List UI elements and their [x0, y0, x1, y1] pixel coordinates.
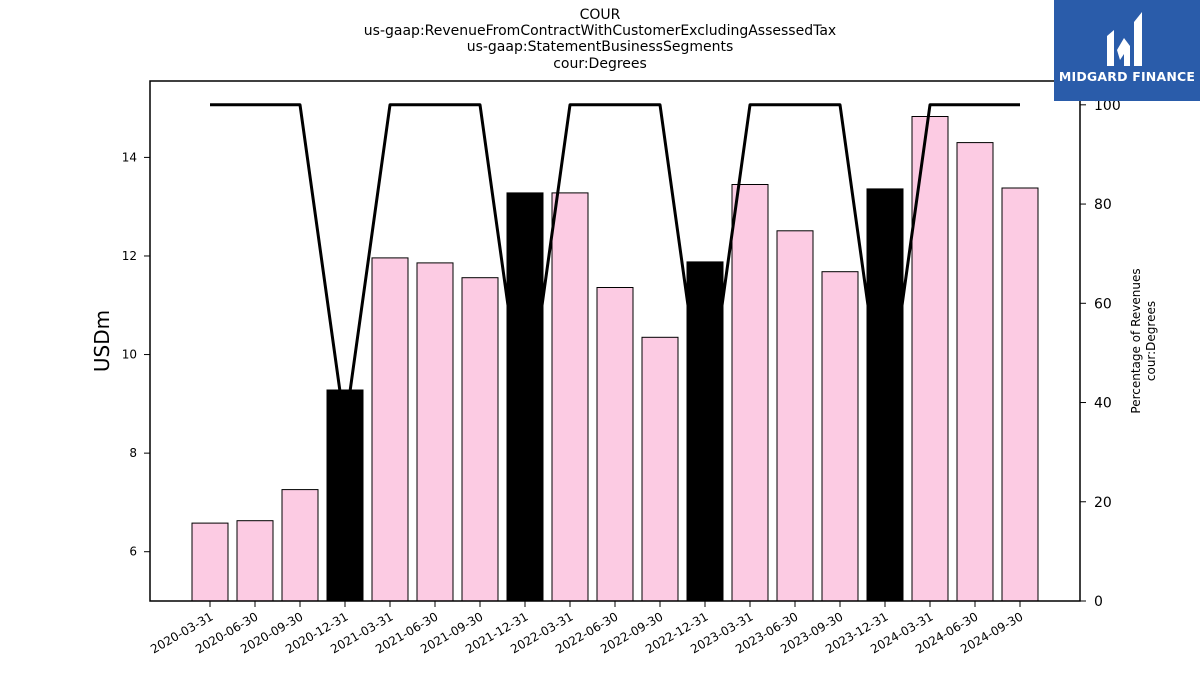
- bar-2023-03-31: [731, 184, 769, 602]
- chart-title-line-1: COUR: [579, 7, 621, 23]
- bar-2022-12-31: [686, 261, 724, 602]
- y-tick-label: 10: [122, 348, 137, 362]
- y2-tick-label: 0: [1094, 594, 1103, 610]
- y2-axis-ticks: 0 20 40 60 80 100: [1080, 98, 1121, 610]
- bar-series: [191, 116, 1039, 602]
- y2-axis-label-line-2: cour:Degrees: [1144, 301, 1158, 381]
- chart-title-line-2: us-gaap:RevenueFromContractWithCustomerE…: [363, 23, 837, 39]
- y-tick-label: 6: [129, 545, 137, 559]
- y2-tick-label: 20: [1094, 495, 1112, 511]
- bar-2020-03-31: [191, 522, 229, 602]
- y2-tick-label: 60: [1094, 296, 1112, 312]
- y2-tick-label: 100: [1094, 98, 1121, 114]
- bar-2021-12-31: [506, 192, 544, 602]
- bar-2023-09-30: [821, 271, 859, 602]
- y2-axis-label-line-1: Percentage of Revenues: [1129, 268, 1143, 413]
- bar-2022-03-31: [551, 192, 589, 602]
- bar-2020-09-30: [281, 489, 319, 602]
- y-tick-label: 12: [122, 249, 137, 263]
- bar-2024-09-30: [1001, 187, 1039, 602]
- logo-mark-icon: [1107, 12, 1142, 66]
- bar-2023-12-31: [866, 188, 904, 602]
- y-tick-label: 14: [122, 150, 137, 164]
- bar-2022-06-30: [596, 287, 634, 602]
- brand-logo: MIDGARD FINANCE: [1054, 0, 1200, 101]
- bar-2023-06-30: [776, 230, 814, 602]
- y-tick-label: 8: [129, 446, 137, 460]
- chart-title-line-3: us-gaap:StatementBusinessSegments: [466, 39, 734, 55]
- percentage-line-series: [210, 103, 1020, 429]
- bar-2020-06-30: [236, 520, 274, 602]
- y2-tick-label: 40: [1094, 396, 1112, 412]
- bar-2022-09-30: [641, 336, 679, 602]
- percentage-line: [210, 103, 1020, 429]
- chart-title-line-4: cour:Degrees: [553, 56, 647, 72]
- brand-name: MIDGARD FINANCE: [1058, 69, 1196, 84]
- y-axis-ticks: 6 8 10 12 14: [122, 150, 150, 559]
- x-axis-ticks: 2020-03-312020-06-302020-09-302020-12-31…: [148, 601, 1026, 656]
- bar-2024-06-30: [956, 142, 994, 602]
- y2-tick-label: 80: [1094, 197, 1112, 213]
- bar-2021-06-30: [416, 262, 454, 602]
- bar-2021-03-31: [371, 257, 409, 602]
- bar-2021-09-30: [461, 277, 499, 602]
- y-axis-label: USDm: [90, 310, 114, 372]
